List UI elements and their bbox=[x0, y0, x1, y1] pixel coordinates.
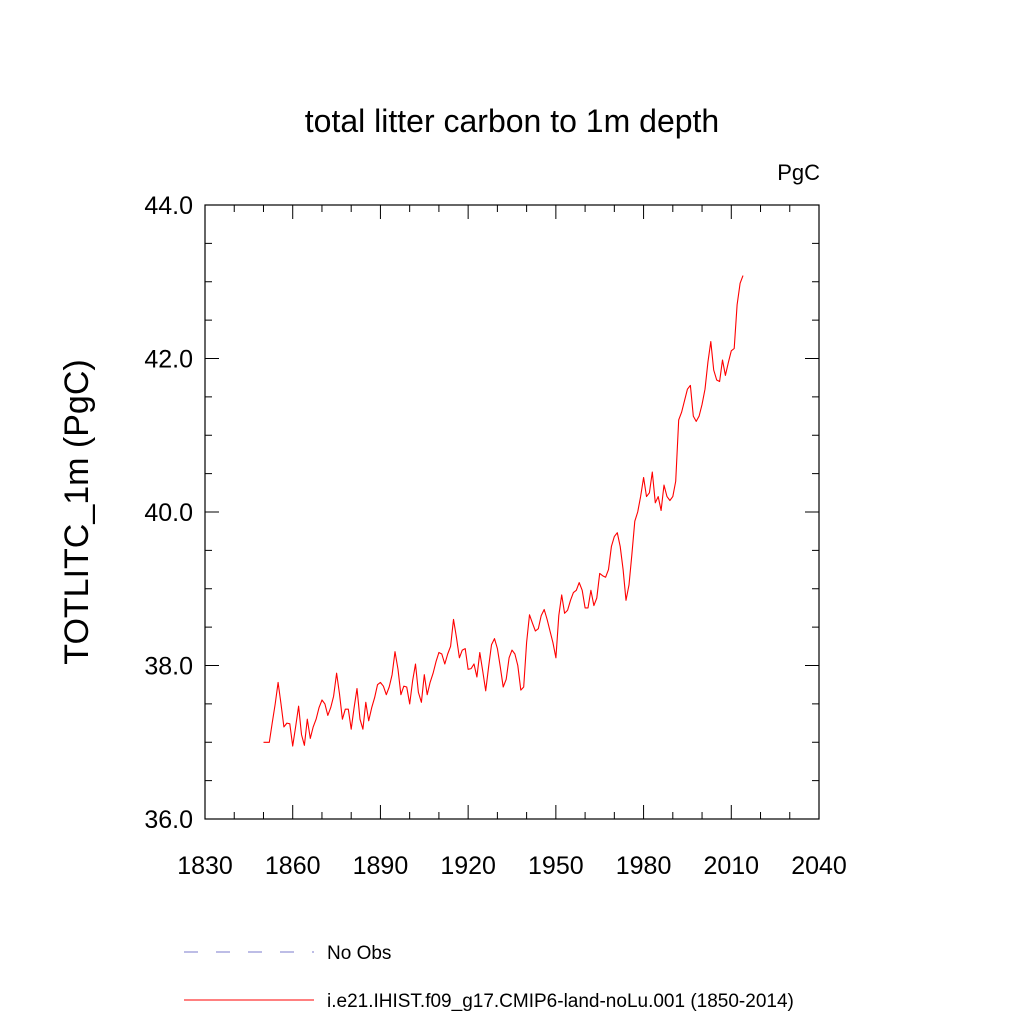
y-tick-label: 42.0 bbox=[144, 346, 193, 374]
y-tick-label: 40.0 bbox=[144, 499, 193, 527]
x-tick-label: 1920 bbox=[440, 852, 496, 880]
x-tick-label: 2040 bbox=[791, 852, 847, 880]
series-line bbox=[263, 275, 744, 747]
x-tick-label: 1980 bbox=[616, 852, 672, 880]
y-tick-label: 36.0 bbox=[144, 806, 193, 834]
legend-label: No Obs bbox=[327, 943, 391, 964]
plot-frame bbox=[204, 204, 820, 820]
units-label: PgC bbox=[777, 160, 820, 185]
y-axis-title: TOTLITC_1m (PgC) bbox=[58, 359, 96, 664]
y-tick-label: 44.0 bbox=[144, 192, 193, 220]
x-tick-label: 1890 bbox=[353, 852, 409, 880]
x-tick-label: 1830 bbox=[177, 852, 233, 880]
x-tick-label: 1950 bbox=[528, 852, 584, 880]
x-tick-label: 1860 bbox=[265, 852, 321, 880]
chart-title: total litter carbon to 1m depth bbox=[305, 103, 719, 139]
x-tick-label: 2010 bbox=[703, 852, 759, 880]
y-tick-label: 38.0 bbox=[144, 653, 193, 681]
legend-label: i.e21.IHIST.f09_g17.CMIP6-land-noLu.001 … bbox=[327, 991, 794, 1012]
